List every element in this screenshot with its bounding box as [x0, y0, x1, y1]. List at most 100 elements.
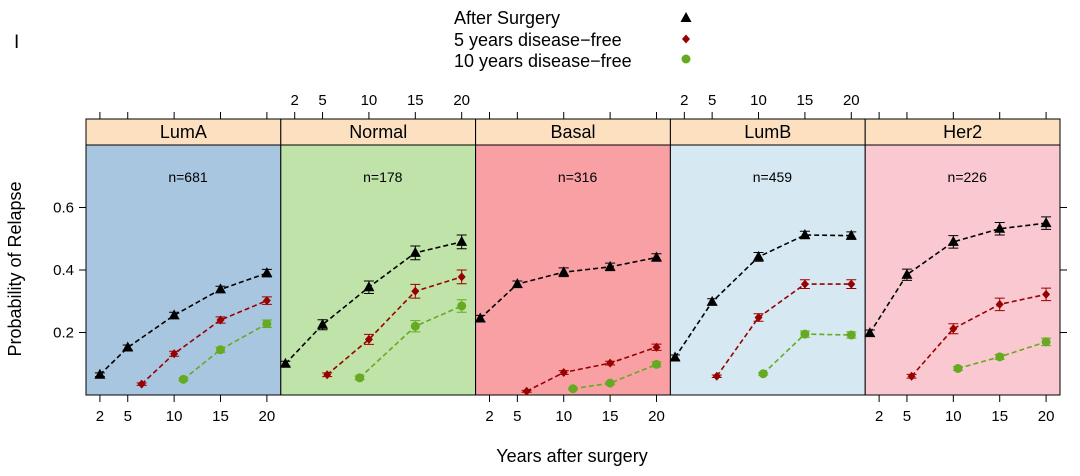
panels: LumA n=681 Normal n=178 Basal n=316 LumB n=459 H…	[85, 118, 1061, 396]
data-point	[995, 352, 1005, 362]
data-point	[456, 235, 468, 246]
series-normal-1	[279, 234, 468, 368]
data-point	[355, 373, 365, 383]
x-tick-label: 15	[602, 408, 619, 425]
data-point	[262, 319, 272, 329]
data-point	[457, 272, 466, 282]
strip-label-normal: Normal	[349, 122, 407, 142]
data-point	[317, 318, 329, 329]
data-point	[604, 260, 616, 271]
x-tick-label: 2	[96, 408, 104, 425]
data-point	[364, 334, 373, 344]
x-tick-label: 5	[708, 92, 716, 109]
series-lumb-2	[711, 279, 857, 381]
legend-label-5-years: 5 years disease−free	[454, 30, 622, 50]
data-point	[409, 246, 421, 257]
y-tick-label: 0.4	[53, 262, 74, 279]
strip-label-her2: Her2	[943, 122, 982, 142]
data-point	[949, 324, 958, 334]
data-point	[1040, 217, 1052, 228]
series-luma-1	[94, 267, 273, 379]
x-tick-label: 2	[680, 92, 688, 109]
data-point	[901, 268, 913, 279]
series-luma-3	[178, 319, 272, 384]
legend-marker-3	[681, 54, 691, 64]
data-point	[1041, 337, 1051, 347]
data-point	[846, 330, 856, 340]
data-point	[137, 379, 146, 389]
legend-marker-2	[682, 34, 690, 44]
data-point	[474, 312, 486, 323]
series-line	[141, 299, 268, 385]
panel-normal: Normal n=178	[279, 118, 477, 396]
data-point	[994, 222, 1006, 233]
panel-lumb: LumB n=459	[669, 118, 866, 396]
data-point	[753, 250, 765, 261]
series-her2-3	[952, 337, 1052, 373]
x-tick-label: 10	[166, 408, 183, 425]
x-tick-label: 2	[485, 408, 493, 425]
data-point	[845, 229, 857, 240]
series-line	[99, 272, 268, 376]
data-point	[457, 301, 467, 311]
x-tick-label: 20	[843, 92, 860, 109]
strip-label-luma: LumA	[160, 122, 207, 142]
x-tick-label: 15	[407, 92, 424, 109]
strip-label-basal: Basal	[550, 122, 595, 142]
panel-bg-basal	[475, 144, 671, 396]
panel-letter: I	[14, 32, 19, 53]
data-point	[410, 321, 420, 331]
data-point	[323, 370, 332, 380]
x-tick-label: 5	[513, 408, 521, 425]
legend-marker-1	[680, 12, 692, 22]
data-point	[411, 286, 420, 296]
data-point	[363, 281, 375, 292]
series-basal-3	[568, 359, 662, 394]
strip-lumb	[669, 118, 866, 146]
x-tick-label: 5	[318, 92, 326, 109]
data-point	[800, 329, 810, 339]
series-line	[910, 293, 1047, 377]
data-point	[864, 327, 876, 338]
strip-basal	[475, 118, 671, 146]
data-point	[651, 359, 661, 369]
data-point	[178, 374, 188, 384]
data-point	[758, 369, 768, 379]
data-point	[712, 371, 721, 381]
data-point	[261, 267, 273, 278]
data-point	[122, 341, 134, 352]
panel-bg-normal	[280, 144, 477, 396]
n-label-lumb: n=459	[753, 169, 793, 185]
legend-markers	[680, 12, 692, 64]
panel-luma: LumA n=681	[85, 118, 282, 396]
series-line	[182, 323, 268, 380]
data-point	[94, 368, 106, 379]
data-point	[522, 386, 531, 396]
data-point	[669, 351, 681, 362]
n-label-luma: n=681	[168, 169, 208, 185]
data-point	[279, 357, 291, 368]
x-tick-label: 10	[750, 92, 767, 109]
series-luma-2	[136, 296, 272, 389]
series-line	[526, 346, 657, 392]
series-normal-2	[322, 269, 467, 380]
panel-her2: Her2 n=226	[864, 118, 1061, 396]
y-axis-label: Probability of Relapse	[5, 181, 25, 356]
x-tick-label: 15	[797, 92, 814, 109]
x-tick-label: 15	[212, 408, 229, 425]
data-point	[568, 384, 578, 394]
data-point	[947, 235, 959, 246]
legend-label-10-years: 10 years disease−free	[454, 51, 632, 71]
data-point	[847, 279, 856, 289]
series-lumb-1	[669, 229, 857, 362]
x-tick-label: 20	[1038, 408, 1055, 425]
y-tick-label: 0.6	[53, 200, 74, 217]
panel-bg-lumb	[669, 144, 866, 396]
x-tick-label: 10	[945, 408, 962, 425]
panel-bg-luma	[85, 144, 282, 396]
x-tick-label: 5	[124, 408, 132, 425]
legend: After Surgery 5 years disease−free 10 ye…	[454, 8, 692, 71]
x-axis-label: Years after surgery	[496, 446, 647, 466]
data-point	[559, 368, 568, 377]
